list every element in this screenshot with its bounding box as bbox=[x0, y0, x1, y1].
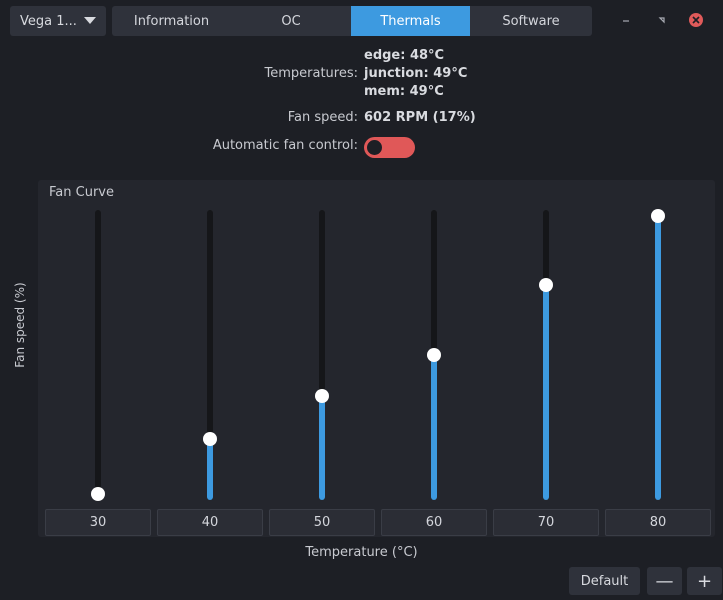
fan-curve-slider-track[interactable] bbox=[95, 210, 101, 500]
fan-curve-slider-track[interactable] bbox=[207, 210, 213, 500]
fan-curve-slider-handle[interactable] bbox=[203, 432, 217, 447]
y-axis-label: Fan speed (%) bbox=[13, 282, 27, 368]
temperature-point-field[interactable]: 40 bbox=[157, 509, 263, 536]
temp-edge: edge: 48°C bbox=[364, 48, 445, 63]
tab-software[interactable]: Software bbox=[502, 13, 560, 29]
temperature-point-field[interactable]: 30 bbox=[45, 509, 151, 536]
auto-fan-toggle[interactable] bbox=[364, 137, 415, 158]
temperature-point-field[interactable]: 60 bbox=[381, 509, 487, 536]
auto-fan-label: Automatic fan control: bbox=[212, 138, 358, 153]
tab-bar: Information OC Thermals Software bbox=[112, 6, 592, 36]
x-axis-label: Temperature (°C) bbox=[305, 545, 418, 560]
gpu-selector-value: Vega 1... bbox=[20, 13, 77, 29]
fan-curve-slider-handle[interactable] bbox=[315, 388, 329, 403]
temperature-point-field[interactable]: 80 bbox=[605, 509, 711, 536]
tab-information[interactable]: Information bbox=[133, 13, 210, 29]
fan-curve-slider-track[interactable] bbox=[319, 210, 325, 500]
maximize-icon[interactable] bbox=[653, 11, 671, 29]
fan-speed-label: Fan speed: bbox=[287, 110, 358, 125]
temp-junction: junction: 49°C bbox=[364, 66, 468, 81]
minimize-icon[interactable] bbox=[617, 11, 635, 29]
fan-curve-slider-fill bbox=[543, 285, 549, 500]
chevron-down-icon bbox=[84, 17, 96, 24]
tab-thermals[interactable]: Thermals bbox=[351, 6, 470, 36]
fan-curve-slider-handle[interactable] bbox=[651, 208, 665, 223]
fan-curve-slider-handle[interactable] bbox=[539, 278, 553, 293]
default-button[interactable]: Default bbox=[569, 567, 640, 595]
fan-curve-slider-fill bbox=[431, 355, 437, 500]
close-icon[interactable] bbox=[689, 13, 703, 27]
remove-point-button[interactable]: — bbox=[647, 567, 682, 595]
temperature-point-field[interactable]: 70 bbox=[493, 509, 599, 536]
fan-curve-title: Fan Curve bbox=[49, 185, 114, 200]
fan-curve-slider-fill bbox=[319, 395, 325, 500]
fan-curve-panel bbox=[38, 180, 715, 537]
toggle-knob bbox=[367, 140, 382, 155]
fan-curve-slider-fill bbox=[207, 439, 213, 500]
fan-curve-slider-handle[interactable] bbox=[91, 487, 105, 502]
fan-curve-slider-fill bbox=[655, 215, 661, 500]
temperatures-label: Temperatures: bbox=[264, 66, 358, 81]
temperature-point-field[interactable]: 50 bbox=[269, 509, 375, 536]
tab-oc[interactable]: OC bbox=[281, 13, 301, 29]
temp-mem: mem: 49°C bbox=[364, 84, 444, 99]
plus-icon: + bbox=[696, 570, 713, 592]
minus-icon: — bbox=[655, 570, 674, 592]
top-bar: Vega 1... Information OC Thermals Softwa… bbox=[0, 0, 723, 42]
gpu-selector-dropdown[interactable]: Vega 1... bbox=[10, 6, 106, 36]
add-point-button[interactable]: + bbox=[687, 567, 722, 595]
fan-curve-slider-handle[interactable] bbox=[427, 348, 441, 362]
fan-speed-value: 602 RPM (17%) bbox=[364, 110, 476, 125]
